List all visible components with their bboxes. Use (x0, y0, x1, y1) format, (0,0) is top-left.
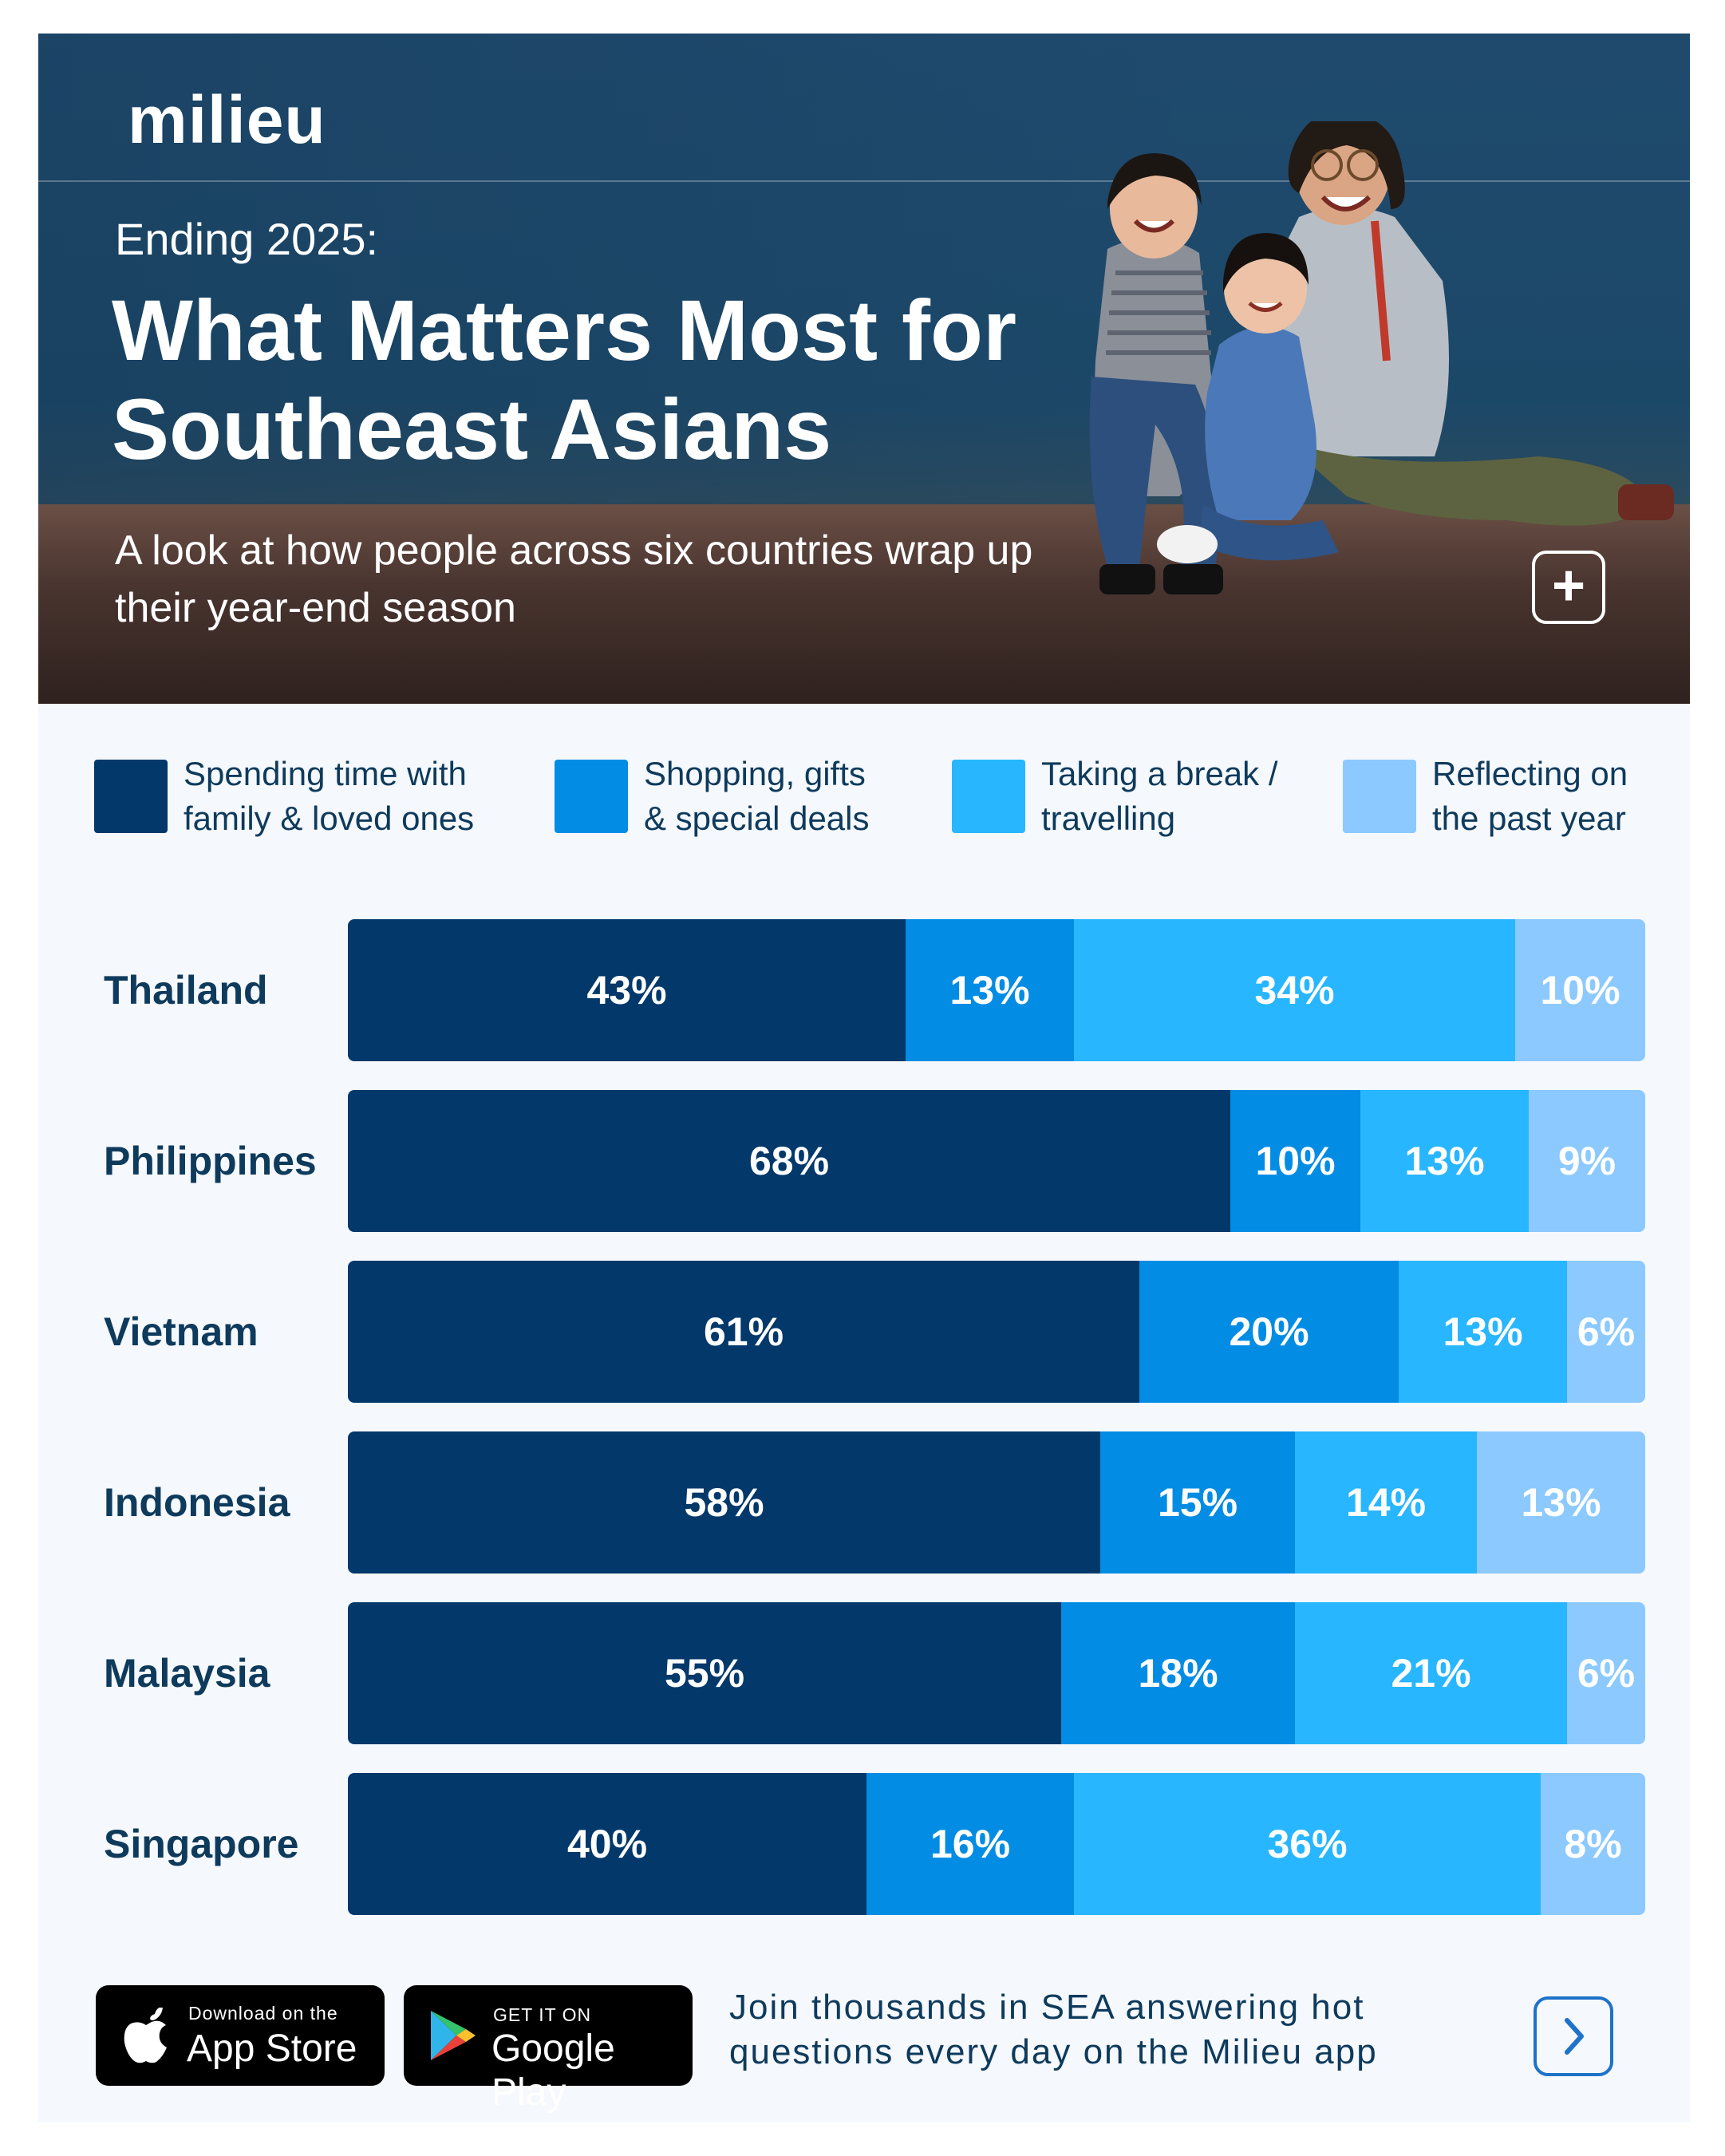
bar-row-thailand: 43% 13% 34% 10% (348, 919, 1645, 1061)
legend-label: Spending time with family & loved ones (184, 755, 475, 837)
data-label: 13% (949, 968, 1030, 1013)
legend-label: Taking a break / travelling (1041, 755, 1278, 837)
bar-segment-shopping (1061, 1602, 1295, 1744)
data-label: 8% (1564, 1822, 1622, 1866)
data-label: 16% (930, 1822, 1011, 1866)
bar-row-malaysia: 55% 18% 21% 6% (348, 1602, 1645, 1744)
data-label: 18% (1138, 1651, 1218, 1696)
data-label: 13% (1521, 1480, 1601, 1525)
bar-segment-shopping (1100, 1431, 1295, 1574)
mother-figure (1089, 153, 1223, 594)
bar-segment-reflecting (1515, 919, 1645, 1061)
bar-segment-family (348, 1090, 1230, 1232)
data-label: 14% (1345, 1480, 1427, 1525)
family-photo (1089, 121, 1674, 594)
app-store-small-text: Download on the (188, 2003, 338, 2024)
data-label: 58% (684, 1480, 764, 1525)
legend-swatch (555, 760, 628, 833)
data-label: 6% (1577, 1309, 1636, 1354)
country-label: Indonesia (104, 1480, 290, 1525)
bar-segment-reflecting (1541, 1773, 1645, 1915)
cta-text: Join thousands in SEA answering hot ques… (729, 1988, 1378, 2071)
data-label: 13% (1404, 1139, 1485, 1183)
country-label: Vietnam (104, 1309, 259, 1354)
data-label: 15% (1157, 1480, 1238, 1525)
bar-segment-break (1074, 1773, 1541, 1915)
google-play-icon (431, 2011, 476, 2060)
father-figure (1269, 121, 1674, 526)
legend-swatch (1343, 760, 1416, 833)
bar-segment-family (348, 1261, 1139, 1403)
bar-segment-family (348, 1773, 866, 1915)
bar-segment-reflecting (1477, 1431, 1645, 1574)
infographic-card: milieu Ending 2025: What Matters Most fo… (38, 34, 1690, 2122)
bar-row-singapore: 40% 16% 36% 8% (348, 1773, 1645, 1915)
bar-segment-break (1360, 1090, 1529, 1232)
data-label: 20% (1229, 1309, 1309, 1354)
data-label: 9% (1557, 1139, 1616, 1183)
bar-segment-reflecting (1567, 1261, 1645, 1403)
bar-row-vietnam: 61% 20% 13% 6% (348, 1261, 1645, 1403)
header-divider (38, 180, 1690, 182)
bar-segment-family (348, 1431, 1100, 1574)
bar-row-philippines: 68% 10% 13% 9% (348, 1090, 1645, 1232)
data-label: 34% (1254, 968, 1335, 1013)
chart-legend: Spending time with family & loved ones S… (38, 752, 1690, 855)
page-title: What Matters Most for Southeast Asians (112, 282, 1016, 477)
header-kicker: Ending 2025: (115, 214, 379, 264)
bar-segment-break (1295, 1602, 1567, 1744)
data-label: 10% (1255, 1139, 1336, 1183)
google-play-big-text: Google Play (491, 2028, 615, 2114)
data-label: 6% (1577, 1651, 1636, 1696)
data-label: 40% (566, 1822, 648, 1866)
country-label: Malaysia (104, 1651, 270, 1696)
legend-swatch (94, 760, 168, 833)
plus-icon[interactable]: + (1532, 551, 1605, 624)
stacked-bar-chart: Thailand 43% 13% 34% 10% Philippines 68% 10% 13%… (38, 919, 1690, 1957)
bar-segment-break (1074, 919, 1515, 1061)
data-label: 61% (703, 1309, 784, 1354)
bar-segment-family (348, 1602, 1061, 1744)
bar-segment-shopping (1139, 1261, 1399, 1403)
bar-segment-shopping (906, 919, 1074, 1061)
legend-label: Reflecting on the past year (1432, 755, 1628, 837)
bar-segment-reflecting (1567, 1602, 1645, 1744)
child-figure (1157, 233, 1339, 563)
apple-icon (124, 2008, 167, 2063)
bar-segment-shopping (1230, 1090, 1360, 1232)
bar-segment-break (1399, 1261, 1567, 1403)
page-subtitle: A look at how people across six countrie… (115, 527, 1033, 631)
data-label: 68% (748, 1139, 830, 1183)
legend-label: Shopping, gifts & special deals (644, 755, 870, 837)
hero-banner: milieu Ending 2025: What Matters Most fo… (38, 34, 1690, 704)
chevron-right-icon[interactable] (1534, 1996, 1613, 2076)
data-label: 36% (1267, 1822, 1348, 1866)
country-label: Singapore (104, 1822, 299, 1866)
bar-segment-reflecting (1529, 1090, 1645, 1232)
google-play-button[interactable]: GET IT ON Google Play (404, 1985, 693, 2114)
bar-segment-break (1295, 1431, 1477, 1574)
milieu-logo: milieu (128, 82, 326, 157)
country-label: Philippines (104, 1139, 317, 1183)
app-store-big-text: App Store (187, 2028, 357, 2070)
app-store-button[interactable]: Download on the App Store (96, 1985, 385, 2086)
bar-row-indonesia: 58% 15% 14% 13% (348, 1431, 1645, 1574)
data-label: 55% (664, 1651, 745, 1696)
data-label: 10% (1540, 968, 1620, 1013)
bar-segment-family (348, 919, 906, 1061)
data-label: 21% (1391, 1651, 1471, 1696)
google-play-small-text: GET IT ON (493, 2004, 592, 2025)
floor-background (38, 504, 1690, 704)
data-label: 43% (586, 968, 667, 1013)
country-label: Thailand (104, 968, 268, 1013)
legend-swatch (952, 760, 1025, 833)
data-label: 13% (1443, 1309, 1523, 1354)
bar-segment-shopping (866, 1773, 1074, 1915)
